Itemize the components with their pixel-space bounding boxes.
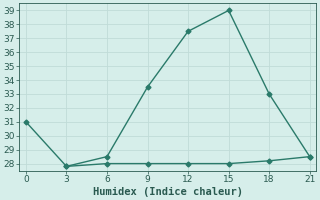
- X-axis label: Humidex (Indice chaleur): Humidex (Indice chaleur): [93, 186, 243, 197]
